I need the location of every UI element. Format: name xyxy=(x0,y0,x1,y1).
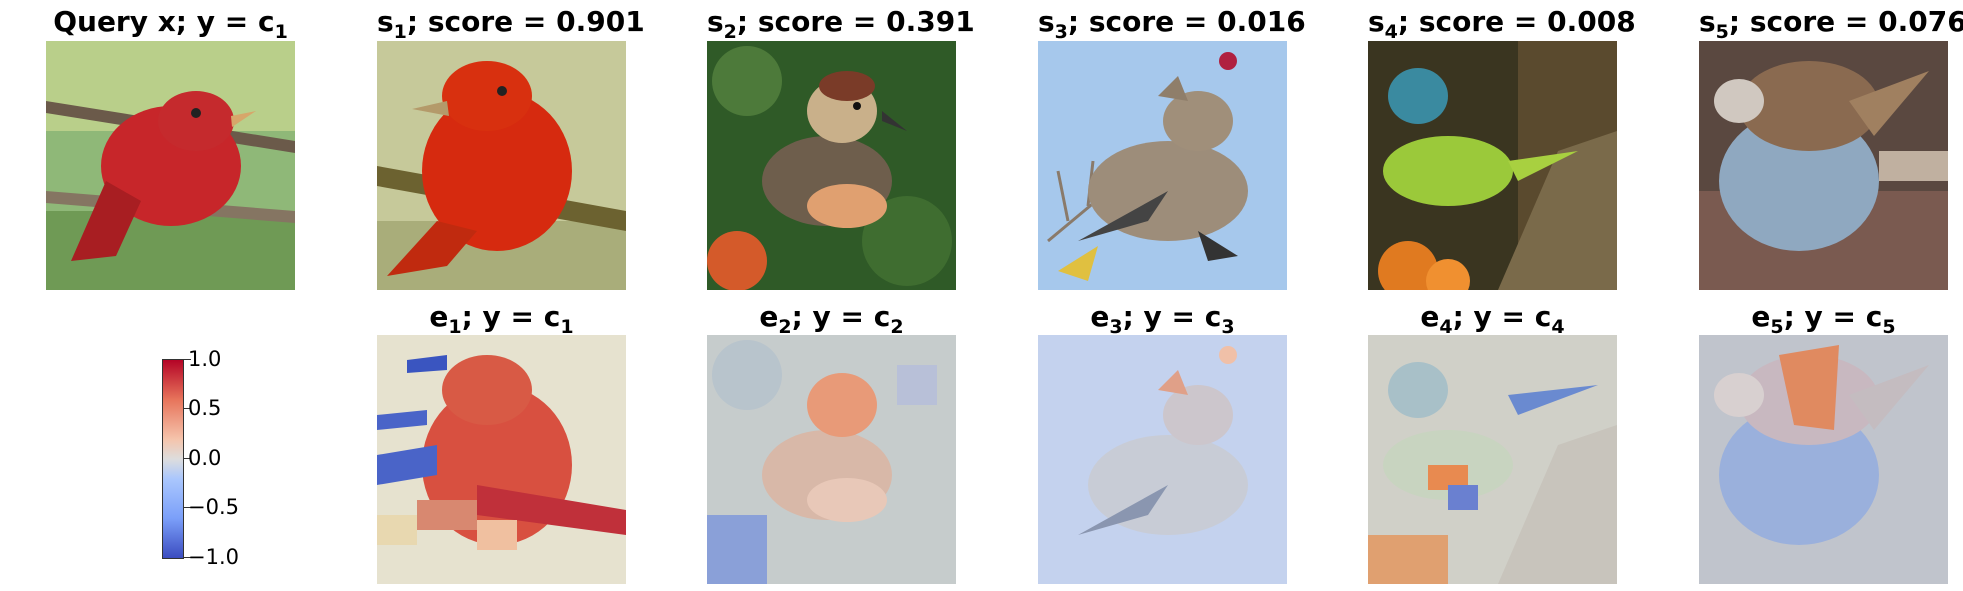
colorbar xyxy=(162,359,184,559)
support-title-sub: 5 xyxy=(1715,21,1729,43)
colorbar-tick xyxy=(183,507,191,508)
colorbar-tick xyxy=(183,557,191,558)
explanation-title-sub2: 2 xyxy=(890,316,904,338)
colorbar-tick-label: 1.0 xyxy=(188,347,222,371)
explanation-panel-5: e5; y = c5 xyxy=(1699,295,1948,591)
explanation-title-sub2: 3 xyxy=(1221,316,1235,338)
colorbar-tick-label: 0.5 xyxy=(188,396,222,420)
colorbar-tick xyxy=(183,458,191,459)
explanation-title-sub: 1 xyxy=(448,316,462,338)
explanation-title-prefix: e xyxy=(1420,300,1440,333)
support-title-prefix: s xyxy=(1699,5,1716,38)
explanation-title-sub2: 4 xyxy=(1551,316,1565,338)
support-title-sub: 4 xyxy=(1384,21,1398,43)
explanation-panel-3: e3; y = c3 xyxy=(1038,295,1287,591)
support-title-score: ; score = 0.008 xyxy=(1397,5,1636,38)
explanation-title-prefix: e xyxy=(1751,300,1771,333)
query-image xyxy=(46,41,295,290)
support-image-2 xyxy=(707,41,956,290)
support-title-4: s4; score = 0.008 xyxy=(1368,5,1636,44)
support-title-score: ; score = 0.016 xyxy=(1067,5,1306,38)
query-panel: Query x; y = c1 xyxy=(46,0,295,290)
support-title-prefix: s xyxy=(1368,5,1385,38)
query-title: Query x; y = c1 xyxy=(46,5,295,44)
support-title-sub: 1 xyxy=(393,21,407,43)
explanation-title-prefix: e xyxy=(429,300,449,333)
colorbar-tick-label: −1.0 xyxy=(188,545,239,569)
explanation-title-mid: ; y = c xyxy=(791,300,891,333)
support-panel-4: s4; score = 0.008 xyxy=(1368,0,1636,290)
explanation-panel-1: e1; y = c1 xyxy=(377,295,626,591)
explanation-title-prefix: e xyxy=(759,300,779,333)
explanation-title-3: e3; y = c3 xyxy=(1038,300,1287,339)
support-panel-3: s3; score = 0.016 xyxy=(1038,0,1306,290)
explanation-title-sub2: 5 xyxy=(1882,316,1896,338)
explanation-title-5: e5; y = c5 xyxy=(1699,300,1948,339)
support-title-1: s1; score = 0.901 xyxy=(377,5,645,44)
explanation-title-1: e1; y = c1 xyxy=(377,300,626,339)
query-title-text: Query x; y = c xyxy=(53,5,275,38)
support-title-score: ; score = 0.391 xyxy=(736,5,975,38)
explanation-title-mid: ; y = c xyxy=(461,300,561,333)
explanation-image-3 xyxy=(1038,335,1287,584)
query-title-sub: 1 xyxy=(274,21,288,43)
support-panel-2: s2; score = 0.391 xyxy=(707,0,975,290)
colorbar-tick xyxy=(183,408,191,409)
colorbar-tick xyxy=(183,359,191,360)
support-image-4 xyxy=(1368,41,1617,290)
support-title-prefix: s xyxy=(707,5,724,38)
explanation-title-mid: ; y = c xyxy=(1783,300,1883,333)
explanation-title-sub: 4 xyxy=(1439,316,1453,338)
support-image-5 xyxy=(1699,41,1948,290)
explanation-title-mid: ; y = c xyxy=(1122,300,1222,333)
explanation-title-prefix: e xyxy=(1090,300,1110,333)
support-title-prefix: s xyxy=(377,5,394,38)
explanation-title-sub: 5 xyxy=(1770,316,1784,338)
explanation-image-2 xyxy=(707,335,956,584)
support-title-score: ; score = 0.901 xyxy=(406,5,645,38)
colorbar-tick-label: 0.0 xyxy=(188,446,222,470)
support-panel-5: s5; score = 0.076 xyxy=(1699,0,1963,290)
support-title-3: s3; score = 0.016 xyxy=(1038,5,1306,44)
support-panel-1: s1; score = 0.901 xyxy=(377,0,645,290)
support-title-score: ; score = 0.076 xyxy=(1728,5,1963,38)
support-image-3 xyxy=(1038,41,1287,290)
explanation-panel-4: e4; y = c4 xyxy=(1368,295,1617,591)
explanation-title-sub: 2 xyxy=(778,316,792,338)
colorbar-tick-label: −0.5 xyxy=(188,495,239,519)
explanation-title-4: e4; y = c4 xyxy=(1368,300,1617,339)
explanation-panel-2: e2; y = c2 xyxy=(707,295,956,591)
explanation-image-1 xyxy=(377,335,626,584)
explanation-title-mid: ; y = c xyxy=(1452,300,1552,333)
explanation-title-sub2: 1 xyxy=(560,316,574,338)
support-title-sub: 3 xyxy=(1054,21,1068,43)
support-title-5: s5; score = 0.076 xyxy=(1699,5,1963,44)
explanation-image-4 xyxy=(1368,335,1617,584)
explanation-title-sub: 3 xyxy=(1109,316,1123,338)
support-title-sub: 2 xyxy=(723,21,737,43)
explanation-title-2: e2; y = c2 xyxy=(707,300,956,339)
support-title-2: s2; score = 0.391 xyxy=(707,5,975,44)
support-title-prefix: s xyxy=(1038,5,1055,38)
explanation-image-5 xyxy=(1699,335,1948,584)
support-image-1 xyxy=(377,41,626,290)
